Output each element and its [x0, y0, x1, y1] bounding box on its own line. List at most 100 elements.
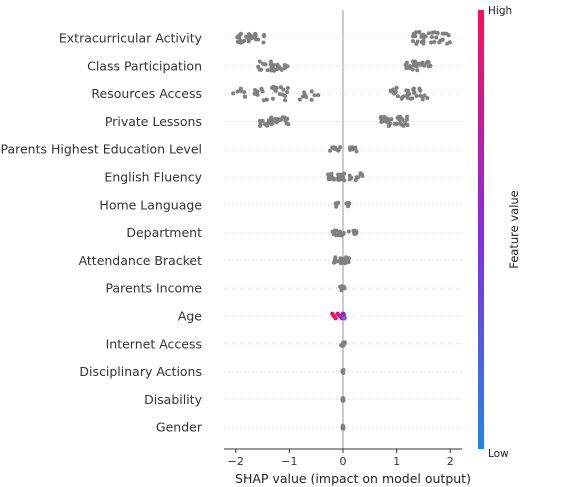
shap-point: [270, 63, 275, 68]
shap-point: [246, 39, 251, 44]
colorbar-title: Feature value: [507, 190, 521, 269]
x-tick-label: 0: [340, 455, 347, 468]
shap-point: [405, 95, 410, 100]
shap-point: [420, 97, 425, 102]
shap-point: [331, 260, 336, 265]
shap-point: [342, 171, 347, 176]
shap-point: [347, 173, 352, 178]
shap-point: [265, 121, 269, 126]
x-tick-label: 1: [393, 455, 400, 468]
shap-point: [442, 31, 447, 36]
shap-point: [260, 118, 265, 123]
shap-point: [285, 86, 290, 90]
shap-point: [422, 63, 427, 68]
shap-point: [419, 40, 424, 44]
shap-point: [340, 370, 345, 374]
shap-point: [265, 68, 270, 73]
shap-point: [404, 88, 409, 93]
feature-label: Home Language: [99, 197, 202, 212]
shap-point: [282, 115, 287, 120]
shap-point: [415, 39, 420, 44]
shap-point: [378, 115, 383, 119]
shap-point: [426, 31, 431, 36]
colorbar-high-label: High: [488, 5, 512, 17]
shap-point: [268, 120, 273, 125]
shap-point: [399, 116, 404, 121]
shap-point: [339, 177, 344, 182]
x-tick-label: −1: [281, 455, 297, 468]
shap-point: [261, 61, 265, 66]
shap-point: [270, 96, 275, 101]
shap-point: [343, 261, 348, 266]
shap-point: [282, 66, 287, 70]
shap-point: [277, 92, 282, 96]
shap-point: [379, 120, 384, 124]
shap-point: [283, 118, 288, 123]
shap-point: [394, 85, 399, 90]
x-axis-title: SHAP value (impact on model output): [235, 471, 471, 486]
shap-point: [278, 85, 283, 90]
shap-point: [333, 316, 338, 321]
beeswarm-points: [231, 30, 452, 431]
shap-point: [238, 88, 243, 93]
shap-point: [418, 93, 423, 98]
shap-point: [269, 115, 274, 120]
shap-point: [340, 258, 345, 263]
shap-point: [235, 35, 240, 40]
feature-label: English Fluency: [104, 170, 202, 185]
shap-point: [247, 35, 252, 40]
shap-point: [425, 96, 430, 100]
shap-point: [346, 260, 351, 265]
shap-point: [312, 93, 317, 98]
shap-point: [404, 60, 409, 65]
shap-point: [405, 114, 409, 119]
shap-point: [275, 67, 279, 72]
shap-point: [273, 116, 278, 121]
shap-point: [392, 91, 397, 96]
feature-label: Class Participation: [87, 58, 202, 73]
shap-point: [422, 93, 427, 98]
shap-point: [330, 145, 335, 150]
shap-point: [429, 35, 434, 39]
shap-point: [401, 123, 406, 128]
x-tick-label: 2: [447, 455, 454, 468]
shap-point: [398, 121, 403, 126]
shap-point: [432, 40, 437, 44]
shap-point: [411, 61, 416, 66]
shap-point: [414, 94, 419, 98]
feature-label: Disciplinary Actions: [79, 364, 202, 379]
shap-point: [430, 30, 435, 35]
shap-point: [283, 93, 287, 98]
shap-point: [405, 117, 409, 122]
feature-label: Parents Income: [106, 281, 203, 296]
colorbar: [478, 10, 484, 449]
feature-label: Age: [178, 309, 202, 324]
shap-point: [354, 149, 359, 154]
feature-label: Attendance Bracket: [79, 253, 203, 268]
feature-labels: Extracurricular Activity Class Participat…: [0, 31, 202, 435]
shap-point: [341, 426, 346, 431]
shap-point: [395, 94, 400, 99]
shap-point: [414, 30, 418, 35]
shap-point: [411, 90, 416, 95]
shap-point: [336, 259, 340, 264]
shap-point: [340, 284, 345, 289]
shap-point: [257, 59, 262, 64]
shap-point: [353, 178, 358, 182]
shap-point: [236, 40, 241, 45]
shap-point: [268, 59, 273, 64]
shap-point: [330, 229, 335, 234]
feature-label: Private Lessons: [105, 114, 202, 129]
shap-point: [413, 34, 418, 39]
shap-point: [437, 40, 442, 45]
shap-point: [240, 39, 245, 44]
shap-point: [405, 123, 410, 127]
shap-point: [447, 40, 452, 45]
feature-label: Gender: [156, 420, 203, 435]
shap-point: [429, 40, 433, 45]
shap-point: [345, 203, 350, 208]
shap-point: [273, 88, 278, 93]
shap-point: [434, 35, 439, 40]
shap-point: [388, 121, 393, 126]
shap-point: [334, 202, 339, 207]
